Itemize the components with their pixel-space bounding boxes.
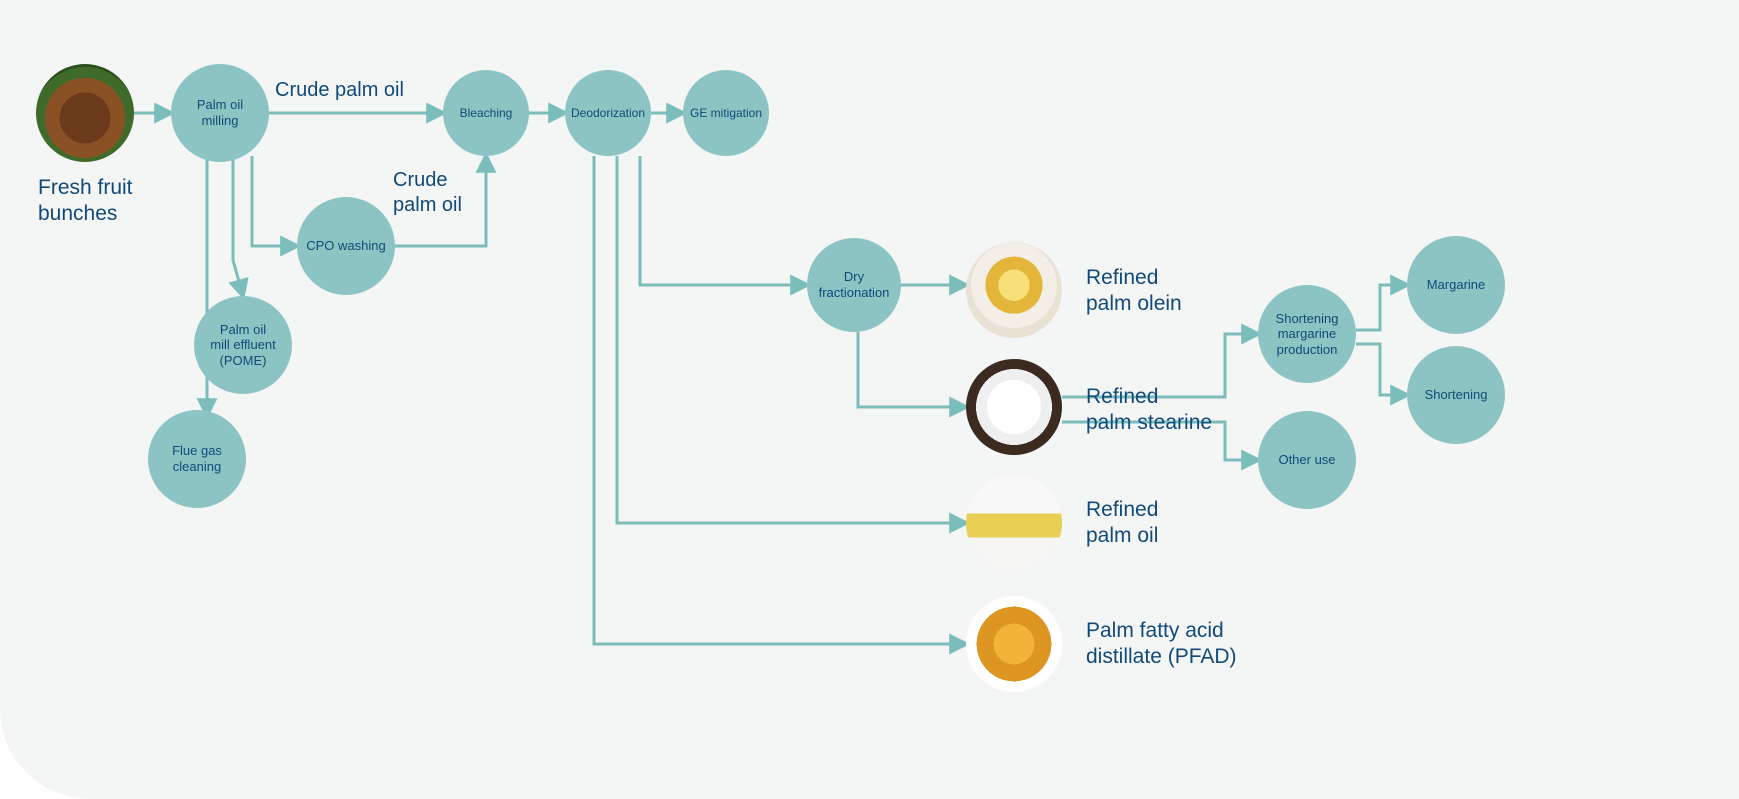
node-milling: Palm oilmilling xyxy=(171,64,269,162)
label-stearine: Refinedpalm stearine xyxy=(1086,384,1212,437)
node-stearine_img xyxy=(966,359,1062,455)
node-ffb xyxy=(36,64,134,162)
node-cpowash: CPO washing xyxy=(297,197,395,295)
node-label: Flue gascleaning xyxy=(172,443,222,474)
edge-label-cpo2: Crudepalm oil xyxy=(393,168,462,218)
label-olein: Refinedpalm olein xyxy=(1086,265,1182,318)
edge-dryfrac-stearine_img xyxy=(858,332,966,407)
node-label: Bleaching xyxy=(460,106,513,120)
flowchart-canvas: Palm oilmilling Palm oilmill effluent(POM… xyxy=(0,0,1739,799)
node-label: Shorteningmargarineproduction xyxy=(1276,311,1339,358)
node-label: Palm oilmill effluent(POME) xyxy=(210,322,276,369)
node-smprod: Shorteningmargarineproduction xyxy=(1258,285,1356,383)
node-shortening: Shortening xyxy=(1407,346,1505,444)
label-pfad: Palm fatty aciddistillate (PFAD) xyxy=(1086,618,1237,671)
edge-smprod-shortening xyxy=(1356,344,1407,395)
node-flue: Flue gascleaning xyxy=(148,410,246,508)
node-rpo_img xyxy=(966,475,1062,571)
edge-label-cpo1: Crude palm oil xyxy=(275,78,404,103)
edge-milling-cpowash xyxy=(252,156,297,246)
node-pome: Palm oilmill effluent(POME) xyxy=(194,296,292,394)
node-margarine: Margarine xyxy=(1407,236,1505,334)
node-label: Deodorization xyxy=(571,106,645,120)
node-label: Dryfractionation xyxy=(819,269,890,300)
node-label: Other use xyxy=(1278,452,1335,468)
edge-smprod-margarine xyxy=(1356,285,1407,330)
edge-milling-pome xyxy=(233,156,243,296)
edge-gemit-dryfrac xyxy=(640,156,807,285)
edge-deodor-pfad_img xyxy=(594,156,966,644)
node-olein_img xyxy=(966,242,1062,338)
node-label: CPO washing xyxy=(306,238,385,254)
node-label: GE mitigation xyxy=(690,106,762,120)
node-deodor: Deodorization xyxy=(565,70,651,156)
node-label: Margarine xyxy=(1427,277,1486,293)
label-rpo: Refinedpalm oil xyxy=(1086,497,1158,550)
node-bleach: Bleaching xyxy=(443,70,529,156)
node-label: Shortening xyxy=(1425,387,1488,403)
edge-deodor-rpo_img xyxy=(617,156,966,523)
node-gemit: GE mitigation xyxy=(683,70,769,156)
node-label: Palm oilmilling xyxy=(197,97,243,128)
node-pfad_img xyxy=(966,596,1062,692)
label-ffb: Fresh fruitbunches xyxy=(38,175,133,228)
node-otheruse: Other use xyxy=(1258,411,1356,509)
node-dryfrac: Dryfractionation xyxy=(807,238,901,332)
